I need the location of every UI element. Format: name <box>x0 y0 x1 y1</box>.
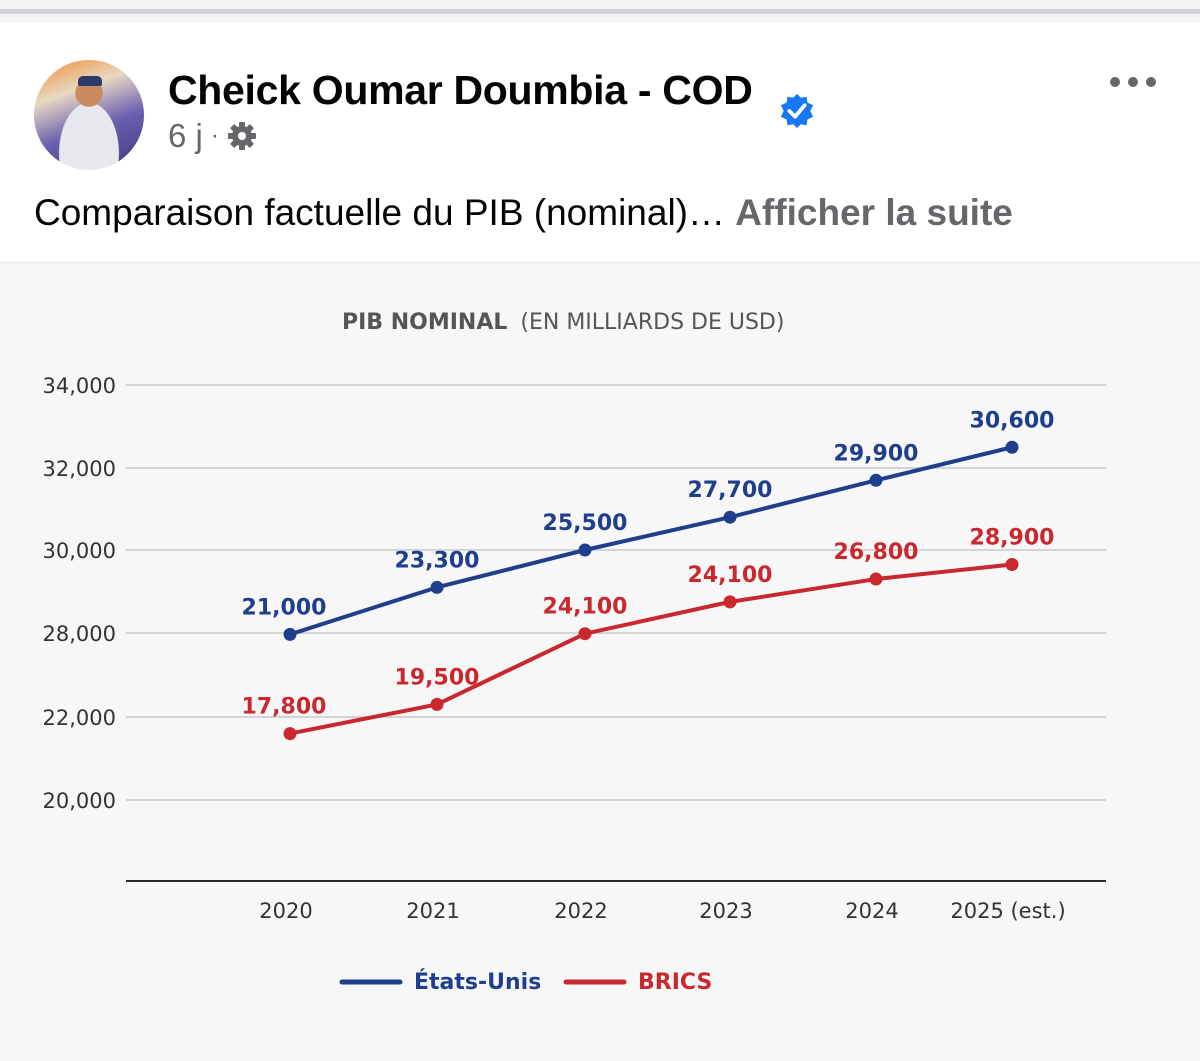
feed-separator <box>0 0 1200 22</box>
y-tick-label: 20,000 <box>43 789 116 813</box>
data-point <box>430 580 444 594</box>
data-label: 21,000 <box>242 595 327 620</box>
x-tick-label: 2024 <box>845 899 898 923</box>
x-tick-label: 2023 <box>699 899 752 923</box>
series-line-us <box>289 445 1013 637</box>
author-name[interactable]: Cheick Oumar Doumbia - COD <box>168 67 753 113</box>
data-point <box>869 473 883 487</box>
data-point <box>283 627 297 641</box>
data-label: 26,800 <box>834 540 919 565</box>
post-meta: 6 j · <box>168 117 257 155</box>
post-header: Cheick Oumar Doumbia - COD 6 j · Compara… <box>0 22 1200 262</box>
chart-image[interactable]: PIB NOMINAL (EN MILLIARDS DE USD) 34,000… <box>0 263 1200 1061</box>
x-tick-label: 2022 <box>554 899 607 923</box>
x-tick-label: 2021 <box>406 899 459 923</box>
data-point <box>723 595 737 609</box>
legend-label: BRICS <box>638 970 712 995</box>
data-label: 30,600 <box>970 408 1055 433</box>
series-line-brics <box>289 562 1013 736</box>
data-label: 19,500 <box>395 665 480 690</box>
data-point <box>283 727 297 741</box>
data-label: 24,100 <box>688 563 773 588</box>
post-text: Comparaison factuelle du PIB (nominal)… … <box>34 192 1013 234</box>
y-tick-label: 34,000 <box>43 374 116 398</box>
data-point <box>430 697 444 711</box>
y-tick-label: 28,000 <box>43 622 116 646</box>
divider <box>0 262 1200 263</box>
meta-separator: · <box>210 122 219 149</box>
data-point <box>1005 440 1019 454</box>
chart-title: PIB NOMINAL (EN MILLIARDS DE USD) <box>342 310 784 335</box>
author-avatar[interactable] <box>34 60 144 170</box>
data-point <box>869 572 883 586</box>
data-label: 17,800 <box>242 695 327 720</box>
x-tick-label: 2025 (est.) <box>950 899 1065 923</box>
data-label: 27,700 <box>688 478 773 503</box>
legend-label: États-Unis <box>414 969 541 995</box>
y-tick-label: 30,000 <box>43 539 116 563</box>
data-point <box>1005 558 1019 572</box>
y-tick-label: 32,000 <box>43 457 116 481</box>
verified-badge-icon <box>780 93 814 129</box>
data-label: 29,900 <box>834 441 919 466</box>
data-label: 25,500 <box>543 511 628 536</box>
gear-icon[interactable] <box>227 121 257 151</box>
post-time[interactable]: 6 j <box>168 117 203 154</box>
y-tick-label: 22,000 <box>43 706 116 730</box>
data-point <box>578 543 592 557</box>
data-label: 28,900 <box>970 526 1055 551</box>
data-point <box>578 627 592 641</box>
post-body: Comparaison factuelle du PIB (nominal)… <box>34 192 725 233</box>
more-options-icon[interactable] <box>1110 77 1156 87</box>
data-label: 24,100 <box>543 595 628 620</box>
see-more-link[interactable]: Afficher la suite <box>735 192 1013 233</box>
data-point <box>723 510 737 524</box>
data-label: 23,300 <box>395 548 480 573</box>
gdp-line-chart: PIB NOMINAL (EN MILLIARDS DE USD) 34,000… <box>43 310 1106 995</box>
x-tick-label: 2020 <box>259 899 312 923</box>
